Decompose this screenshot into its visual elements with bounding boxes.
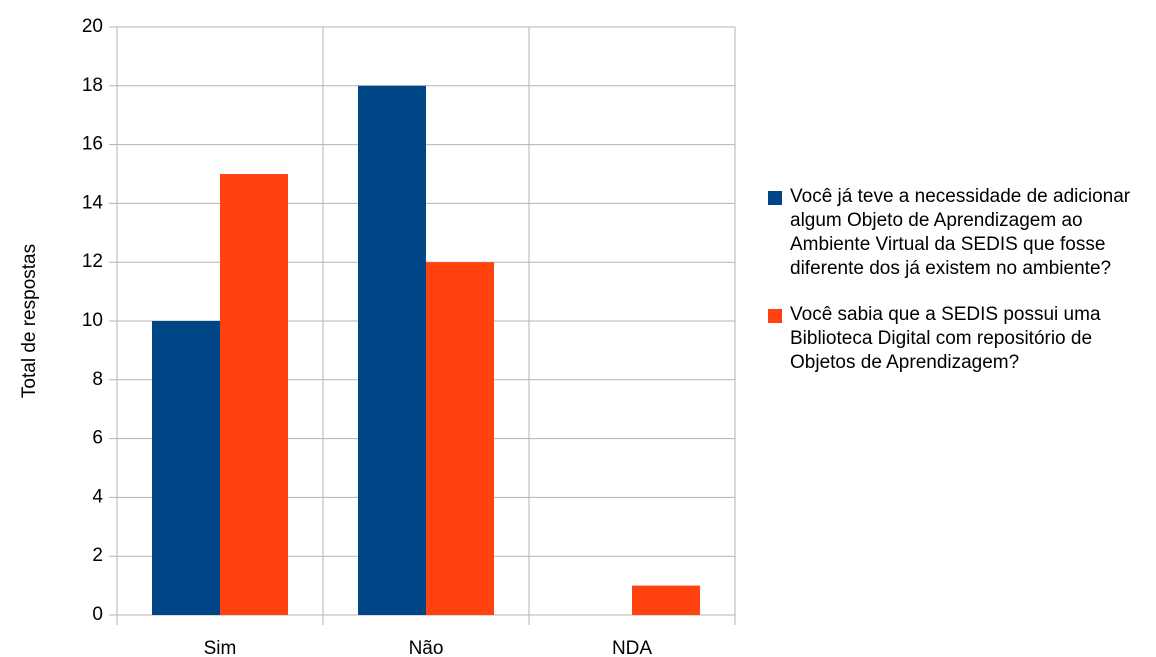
y-tick-label: 18: [82, 75, 103, 96]
legend-label: Você já teve a necessidade de adicionar …: [790, 186, 1131, 279]
y-tick-label: 12: [82, 251, 103, 272]
y-tick-label: 2: [92, 545, 103, 566]
x-tick-label: NDA: [612, 638, 652, 657]
y-tick-label: 10: [82, 310, 103, 331]
x-tick-label: Sim: [204, 638, 237, 657]
legend-swatch: [768, 309, 782, 323]
legend-entry: Você sabia que a SEDIS possui uma Biblio…: [768, 303, 1148, 375]
bar: [152, 321, 220, 615]
legend-swatch: [768, 191, 782, 205]
y-tick-label: 4: [92, 486, 103, 507]
y-tick-label: 14: [82, 192, 104, 213]
bar: [632, 585, 700, 615]
y-tick-label: 6: [92, 428, 103, 449]
y-tick-label: 20: [82, 16, 103, 37]
bar: [358, 85, 426, 616]
legend: Você já teve a necessidade de adicionar …: [768, 185, 1148, 375]
bar: [426, 262, 494, 615]
y-tick-label: 8: [92, 369, 103, 390]
legend-entry: Você já teve a necessidade de adicionar …: [768, 185, 1148, 281]
x-tick-label: Não: [409, 638, 444, 657]
legend-label: Você sabia que a SEDIS possui uma Biblio…: [790, 304, 1101, 373]
y-tick-label: 0: [92, 604, 103, 625]
y-axis-label: Total de respostas: [19, 244, 40, 398]
y-tick-label: 16: [82, 134, 103, 155]
bar: [220, 174, 288, 615]
